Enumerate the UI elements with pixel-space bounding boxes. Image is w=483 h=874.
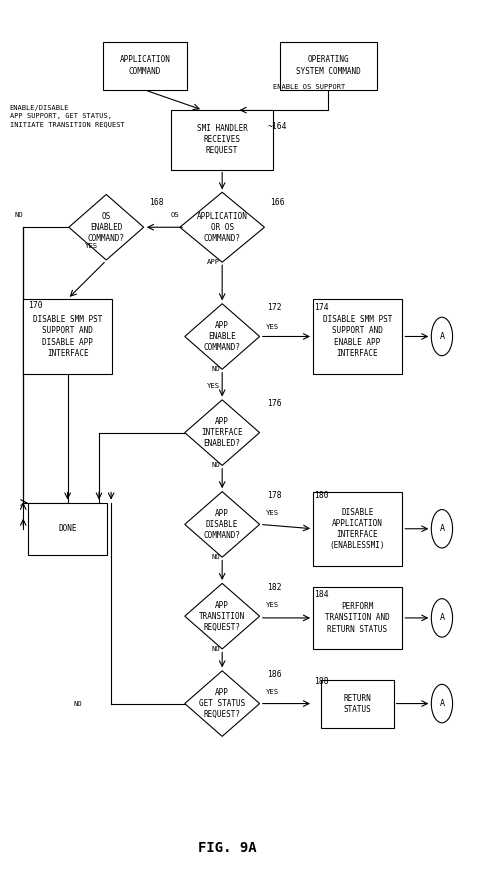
Polygon shape — [185, 304, 260, 369]
Text: A: A — [440, 524, 444, 533]
Text: DISABLE
APPLICATION
INTERFACE
(ENABLESSMI): DISABLE APPLICATION INTERFACE (ENABLESSM… — [330, 508, 385, 550]
Text: NO: NO — [211, 366, 220, 371]
Text: 166: 166 — [270, 198, 285, 207]
FancyBboxPatch shape — [321, 680, 394, 727]
FancyBboxPatch shape — [313, 491, 402, 566]
Text: 186: 186 — [267, 670, 281, 679]
Circle shape — [431, 684, 453, 723]
Text: NO: NO — [73, 701, 82, 706]
Text: DISABLE SMM PST
SUPPORT AND
ENABLE APP
INTERFACE: DISABLE SMM PST SUPPORT AND ENABLE APP I… — [323, 316, 392, 357]
FancyBboxPatch shape — [313, 299, 402, 374]
Text: A: A — [440, 614, 444, 622]
FancyBboxPatch shape — [171, 110, 273, 170]
Text: 170: 170 — [28, 302, 43, 310]
Text: 168: 168 — [149, 198, 163, 207]
Text: APP
DISABLE
COMMAND?: APP DISABLE COMMAND? — [204, 509, 241, 540]
Text: 184: 184 — [314, 590, 328, 599]
Polygon shape — [185, 491, 260, 558]
Text: NO: NO — [211, 646, 220, 651]
Text: APP
INTERFACE
ENABLED?: APP INTERFACE ENABLED? — [201, 417, 243, 448]
Text: 188: 188 — [314, 677, 328, 686]
Text: YES: YES — [266, 690, 279, 695]
Circle shape — [431, 510, 453, 548]
Text: 176: 176 — [267, 399, 281, 408]
Text: FIG. 9A: FIG. 9A — [198, 841, 256, 855]
Text: SMI HANDLER
RECEIVES
REQUEST: SMI HANDLER RECEIVES REQUEST — [197, 124, 248, 156]
Text: 182: 182 — [267, 583, 281, 592]
Text: APPLICATION
OR OS
COMMAND?: APPLICATION OR OS COMMAND? — [197, 212, 248, 243]
Text: NO: NO — [14, 212, 23, 218]
FancyBboxPatch shape — [103, 41, 187, 89]
Text: YES: YES — [266, 324, 279, 329]
Polygon shape — [185, 584, 260, 649]
Polygon shape — [185, 671, 260, 736]
Text: APP
GET STATUS
REQUEST?: APP GET STATUS REQUEST? — [199, 688, 245, 719]
Text: ENABLE/DISABLE
APP SUPPORT, GET STATUS,
INITIATE TRANSITION REQUEST: ENABLE/DISABLE APP SUPPORT, GET STATUS, … — [10, 105, 125, 127]
Circle shape — [431, 599, 453, 637]
FancyBboxPatch shape — [280, 41, 377, 89]
Polygon shape — [69, 195, 144, 260]
FancyBboxPatch shape — [28, 503, 108, 555]
FancyBboxPatch shape — [313, 587, 402, 649]
Text: ~164: ~164 — [268, 122, 287, 131]
Polygon shape — [180, 192, 265, 262]
Text: DISABLE SMM PST
SUPPORT AND
DISABLE APP
INTERFACE: DISABLE SMM PST SUPPORT AND DISABLE APP … — [33, 316, 102, 357]
Text: APPLICATION
COMMAND: APPLICATION COMMAND — [119, 56, 170, 75]
Text: YES: YES — [266, 510, 279, 516]
Text: APP
TRANSITION
REQUEST?: APP TRANSITION REQUEST? — [199, 600, 245, 632]
Text: 174: 174 — [314, 303, 328, 312]
Text: 180: 180 — [314, 491, 328, 500]
Text: 178: 178 — [267, 491, 281, 500]
Text: RETURN
STATUS: RETURN STATUS — [343, 694, 371, 713]
Polygon shape — [185, 400, 260, 465]
Circle shape — [431, 317, 453, 356]
Text: NO: NO — [211, 554, 220, 559]
FancyBboxPatch shape — [23, 299, 112, 374]
Text: 172: 172 — [267, 303, 281, 312]
Text: APP: APP — [207, 260, 220, 265]
Text: YES: YES — [207, 384, 220, 389]
Text: OS: OS — [171, 212, 180, 218]
Text: YES: YES — [85, 244, 98, 249]
Text: YES: YES — [266, 602, 279, 607]
Text: ENABLE OS SUPPORT: ENABLE OS SUPPORT — [273, 85, 345, 90]
Text: PERFORM
TRANSITION AND
RETURN STATUS: PERFORM TRANSITION AND RETURN STATUS — [325, 602, 390, 634]
Text: OS
ENABLED
COMMAND?: OS ENABLED COMMAND? — [88, 212, 125, 243]
Text: DONE: DONE — [58, 524, 77, 533]
Text: A: A — [440, 332, 444, 341]
Text: NO: NO — [211, 462, 220, 468]
Text: A: A — [440, 699, 444, 708]
Text: APP
ENABLE
COMMAND?: APP ENABLE COMMAND? — [204, 321, 241, 352]
Text: OPERATING
SYSTEM COMMAND: OPERATING SYSTEM COMMAND — [296, 56, 361, 75]
